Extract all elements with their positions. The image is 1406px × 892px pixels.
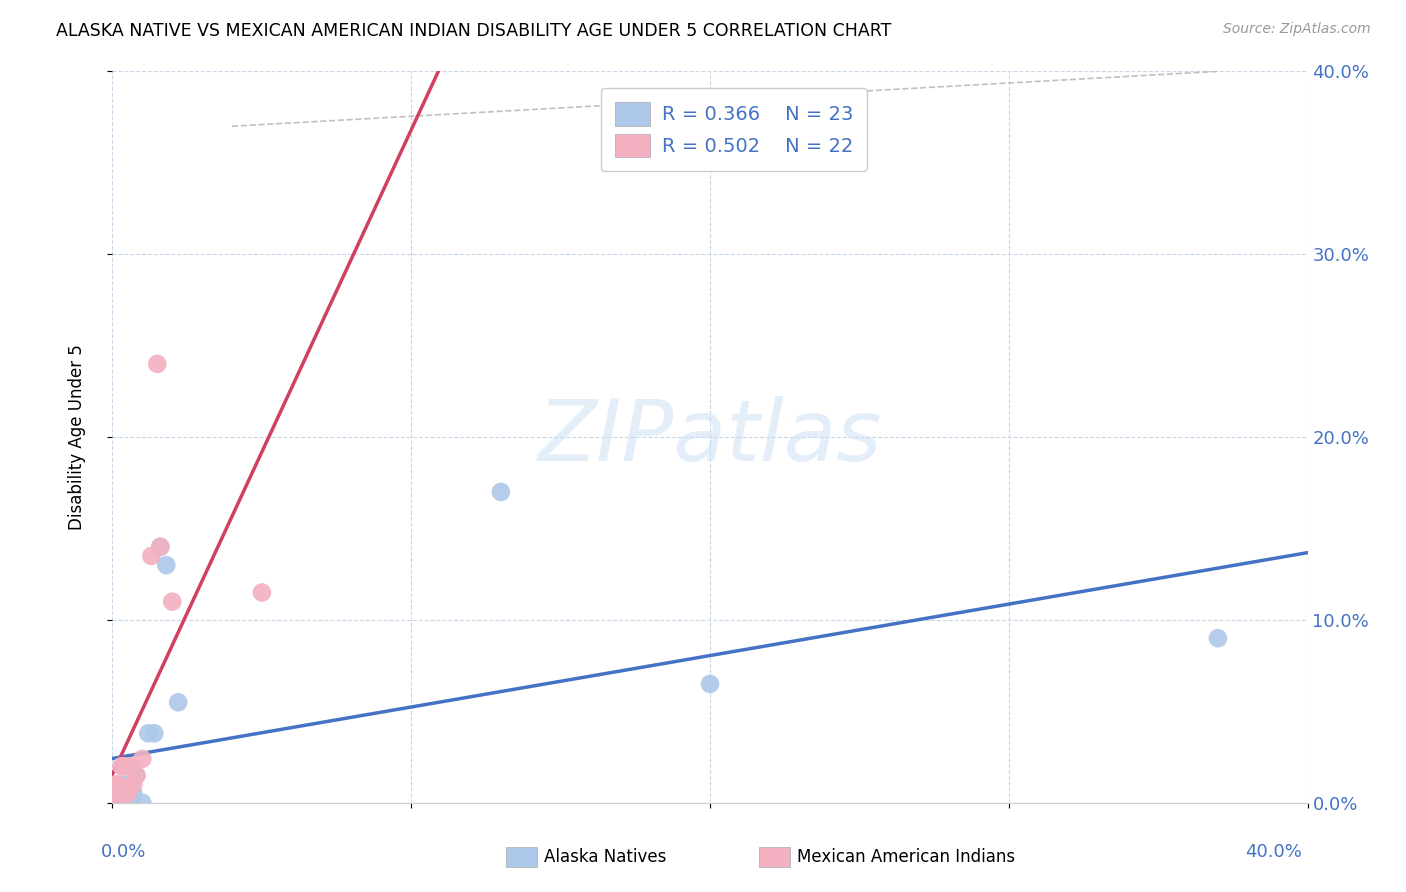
Text: ZIPatlas: ZIPatlas xyxy=(538,395,882,479)
Point xyxy=(120,792,142,806)
Point xyxy=(114,778,135,792)
Point xyxy=(143,726,166,740)
Point xyxy=(125,768,148,782)
Text: Alaska Natives: Alaska Natives xyxy=(544,848,666,866)
Point xyxy=(114,759,135,773)
Point xyxy=(125,768,148,782)
Point xyxy=(110,787,132,801)
Legend: R = 0.366    N = 23, R = 0.502    N = 22: R = 0.366 N = 23, R = 0.502 N = 22 xyxy=(602,88,866,171)
Point xyxy=(107,787,129,801)
Point xyxy=(107,792,129,806)
Point xyxy=(131,796,153,810)
Point xyxy=(104,778,127,792)
Point xyxy=(162,594,183,608)
Point xyxy=(1206,632,1229,646)
Point xyxy=(104,787,127,801)
Point xyxy=(489,485,512,500)
Point xyxy=(167,695,190,709)
Point xyxy=(117,787,139,801)
Point xyxy=(122,778,145,792)
Point xyxy=(699,677,721,691)
Point xyxy=(250,585,273,599)
Point xyxy=(131,752,153,766)
Point xyxy=(110,759,132,773)
Text: Source: ZipAtlas.com: Source: ZipAtlas.com xyxy=(1223,22,1371,37)
Point xyxy=(155,558,177,573)
Point xyxy=(120,759,142,773)
Point xyxy=(101,781,124,796)
Point xyxy=(149,540,172,554)
Text: 40.0%: 40.0% xyxy=(1246,843,1302,861)
Text: 0.0%: 0.0% xyxy=(101,843,146,861)
Point xyxy=(101,796,124,810)
Point xyxy=(107,787,129,801)
Point xyxy=(117,796,139,810)
Text: Mexican American Indians: Mexican American Indians xyxy=(797,848,1015,866)
Point xyxy=(122,787,145,801)
Point xyxy=(104,787,127,801)
Point xyxy=(141,549,163,563)
Point xyxy=(146,357,169,371)
Point xyxy=(114,781,135,796)
Point xyxy=(149,540,172,554)
Point xyxy=(110,783,132,797)
Text: ALASKA NATIVE VS MEXICAN AMERICAN INDIAN DISABILITY AGE UNDER 5 CORRELATION CHAR: ALASKA NATIVE VS MEXICAN AMERICAN INDIAN… xyxy=(56,22,891,40)
Point xyxy=(107,778,129,792)
Point xyxy=(110,790,132,805)
Y-axis label: Disability Age Under 5: Disability Age Under 5 xyxy=(67,344,86,530)
Point xyxy=(104,796,127,810)
Point xyxy=(117,785,139,799)
Point xyxy=(114,794,135,808)
Point xyxy=(138,726,160,740)
